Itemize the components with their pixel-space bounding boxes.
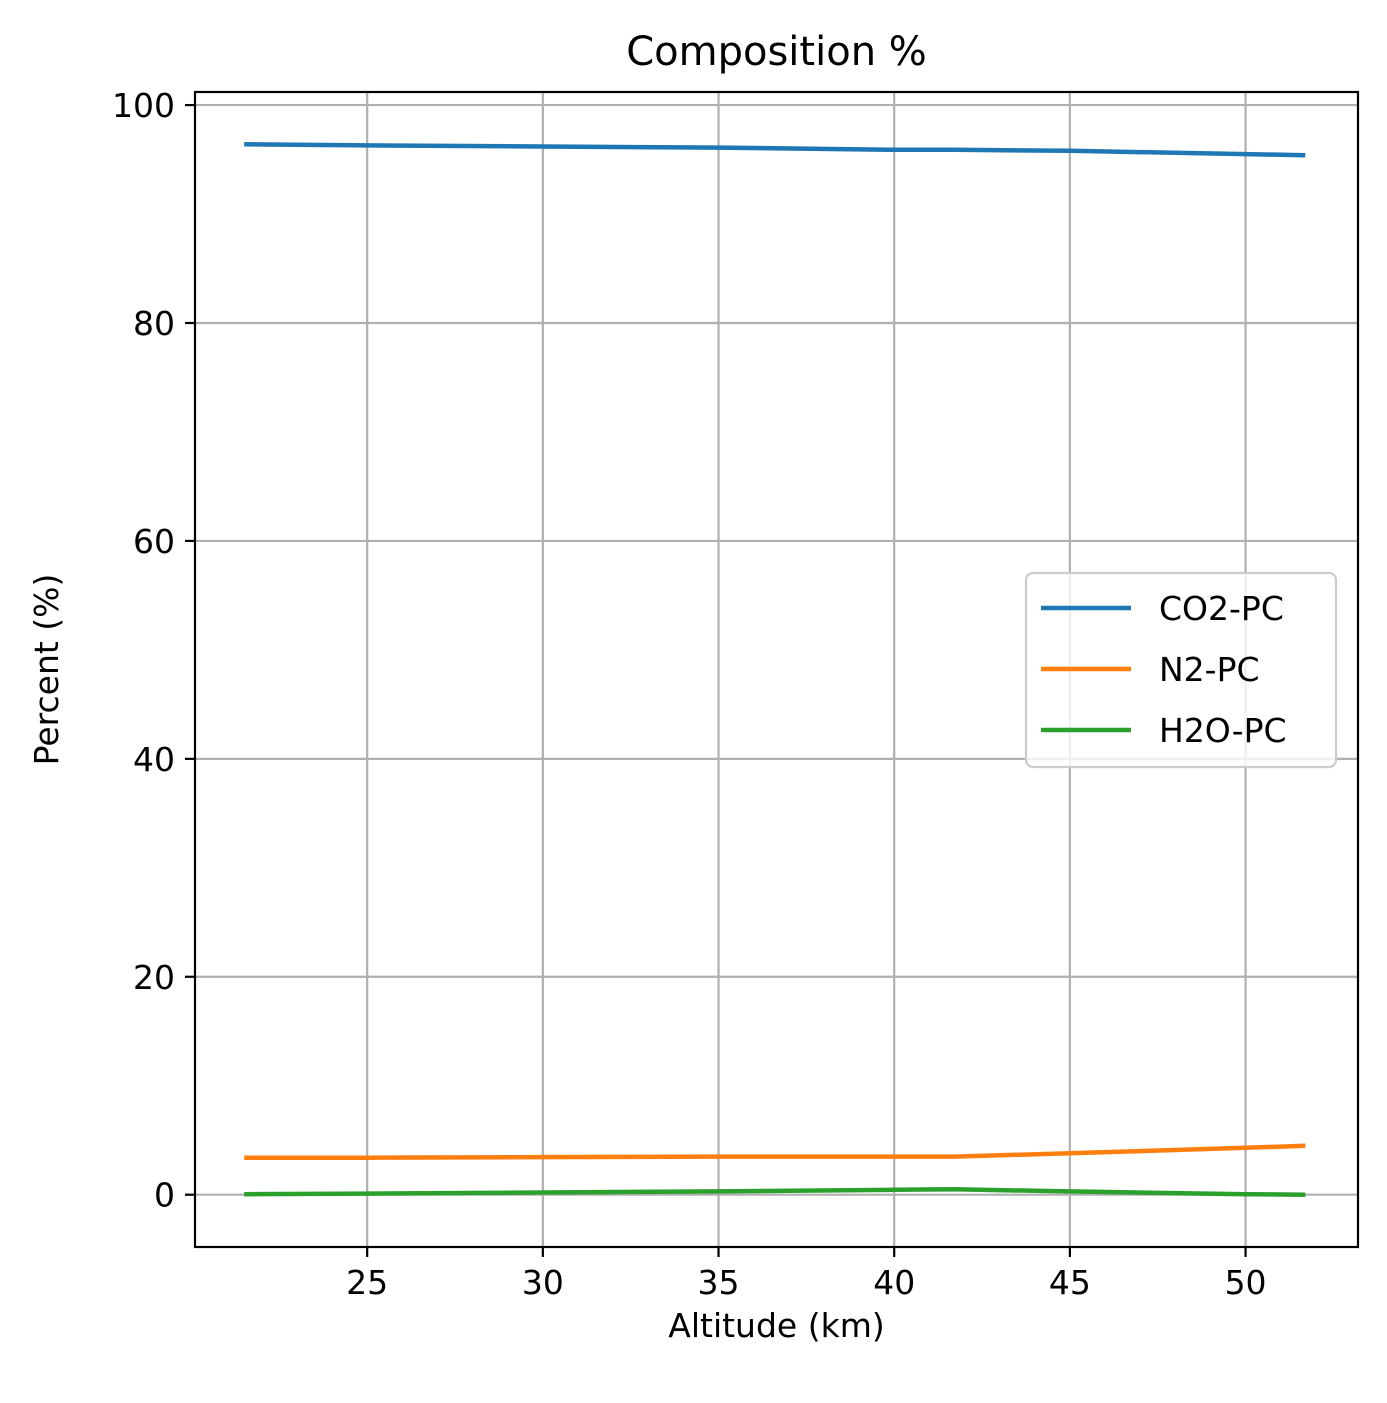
- series-line-co2-pc: [244, 142, 1306, 158]
- x-tick-label: 45: [1049, 1263, 1091, 1302]
- y-axis-label: Percent (%): [27, 574, 66, 766]
- series-line-h2o-pc: [244, 1187, 1306, 1197]
- chart-title: Composition %: [626, 29, 927, 75]
- ticks: 25 30 35 40 45 50 0 20 40 60 80 100: [112, 86, 1267, 1302]
- legend-label: N2-PC: [1159, 650, 1260, 689]
- legend: CO2-PC N2-PC H2O-PC: [1024, 571, 1338, 769]
- legend-label: H2O-PC: [1159, 711, 1287, 750]
- x-tick-label: 35: [698, 1263, 740, 1302]
- x-tick-label: 30: [522, 1263, 564, 1302]
- x-tick-label: 25: [346, 1263, 388, 1302]
- y-tick-label: 100: [112, 86, 175, 125]
- y-tick-label: 0: [154, 1176, 175, 1215]
- y-tick-label: 80: [133, 304, 175, 343]
- y-tick-label: 20: [133, 958, 175, 997]
- y-tick-label: 40: [133, 740, 175, 779]
- x-axis-label: Altitude (km): [668, 1306, 884, 1345]
- legend-label: CO2-PC: [1159, 589, 1284, 628]
- series-line-n2-pc: [244, 1143, 1306, 1160]
- x-tick-label: 40: [873, 1263, 915, 1302]
- legend-box: [1024, 571, 1338, 769]
- x-tick-label: 50: [1225, 1263, 1267, 1302]
- series-lines: [244, 142, 1306, 1197]
- axes-frame: [193, 90, 1360, 1249]
- y-tick-label: 60: [133, 522, 175, 561]
- grid: [195, 92, 1358, 1247]
